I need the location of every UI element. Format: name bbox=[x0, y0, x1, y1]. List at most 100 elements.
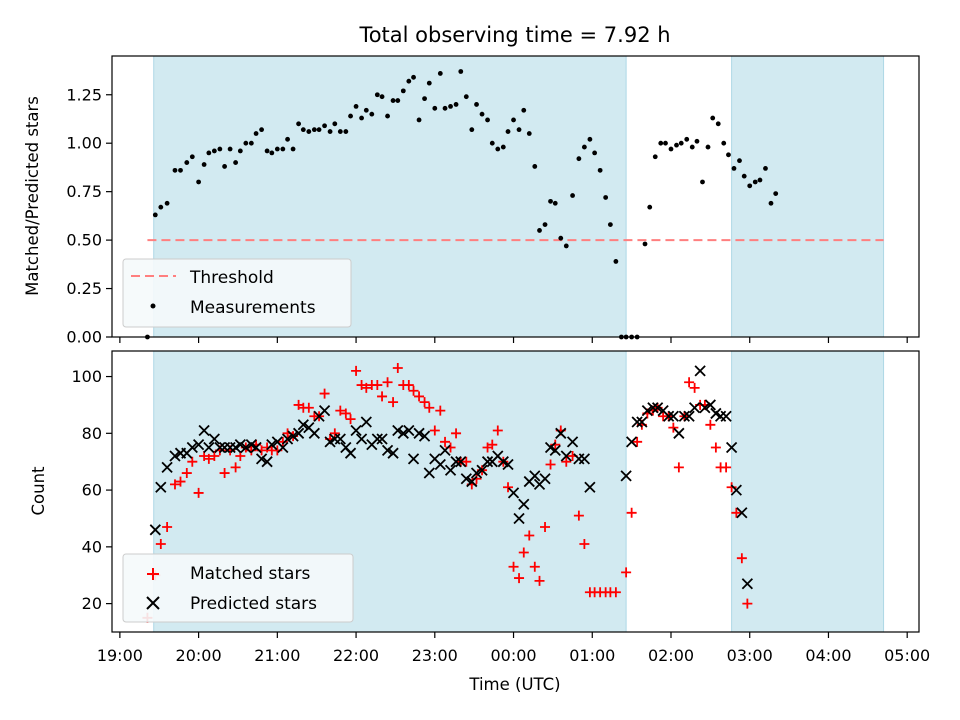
predicted-point bbox=[518, 498, 530, 510]
matched-point bbox=[492, 425, 503, 436]
predicted-point bbox=[584, 481, 596, 493]
measurement-point bbox=[773, 191, 779, 196]
matched-point bbox=[435, 405, 446, 416]
matched-point bbox=[303, 402, 314, 413]
predicted-point bbox=[566, 436, 579, 448]
x-tick-label: 20:00 bbox=[176, 646, 222, 665]
matched-point bbox=[689, 382, 700, 393]
measurement-point bbox=[516, 127, 522, 133]
observing-window bbox=[731, 350, 885, 633]
predicted-point bbox=[704, 399, 716, 411]
predicted-point bbox=[549, 444, 561, 456]
predicted-point bbox=[292, 427, 305, 439]
measurement-point bbox=[359, 115, 364, 121]
measurement-point bbox=[511, 117, 516, 123]
matched-point bbox=[673, 462, 684, 473]
matched-point bbox=[377, 391, 388, 402]
matched-point bbox=[573, 510, 584, 521]
count-legend: Matched stars Predicted stars bbox=[122, 553, 354, 623]
predicted-point bbox=[360, 416, 372, 428]
x-tick-label: 21:00 bbox=[254, 646, 300, 665]
measurement-point bbox=[152, 212, 158, 218]
y-tick-label: 20 bbox=[82, 594, 102, 613]
y-tick-label: 60 bbox=[82, 481, 102, 500]
matched-point bbox=[175, 476, 186, 487]
measurement-point bbox=[489, 140, 495, 146]
matched-point bbox=[534, 575, 545, 586]
measurement-point bbox=[332, 121, 338, 127]
measurement-point bbox=[453, 102, 459, 107]
measurement-point bbox=[563, 243, 569, 249]
measurement-point bbox=[537, 228, 542, 233]
measurement-point bbox=[248, 140, 254, 146]
matched-point bbox=[726, 482, 737, 493]
count-y-axis-label: Count bbox=[29, 466, 48, 516]
ratio-x-axis-ticks bbox=[119, 337, 908, 343]
predicted-point bbox=[376, 433, 388, 445]
measurement-point bbox=[184, 160, 190, 165]
measurement-point bbox=[306, 129, 312, 134]
matched-point bbox=[209, 451, 220, 462]
y-tick-label: 1.25 bbox=[66, 85, 102, 104]
matched-point bbox=[169, 479, 180, 490]
measurement-point bbox=[694, 138, 700, 144]
measurement-point bbox=[768, 200, 774, 206]
y-tick-label: 0.25 bbox=[66, 279, 102, 298]
measurement-point bbox=[385, 113, 390, 119]
y-tick-label: 80 bbox=[82, 424, 102, 443]
measurement-point bbox=[442, 105, 448, 111]
measurement-point bbox=[581, 144, 587, 150]
measurement-point bbox=[353, 103, 359, 109]
measurement-point bbox=[474, 102, 479, 107]
y-tick-label: 0.50 bbox=[66, 231, 102, 250]
predicted-point bbox=[450, 456, 462, 468]
matched-point bbox=[361, 382, 372, 393]
predicted-point bbox=[555, 427, 567, 439]
matched-point bbox=[451, 428, 462, 439]
measurement-point bbox=[479, 111, 485, 117]
matched-point bbox=[731, 507, 742, 518]
predicted-point bbox=[277, 441, 289, 454]
predicted-point bbox=[407, 453, 420, 465]
measurement-point bbox=[469, 127, 475, 133]
measurement-point bbox=[526, 131, 532, 136]
matched-point bbox=[710, 442, 721, 453]
measurement-point bbox=[597, 167, 603, 173]
measurement-point bbox=[406, 78, 412, 84]
predicted-point bbox=[381, 444, 394, 456]
predicted-point bbox=[620, 470, 632, 482]
measurement-point bbox=[274, 146, 280, 152]
predicted-point bbox=[234, 439, 246, 451]
predicted-point bbox=[699, 402, 711, 414]
count-x-axis-ticks: 19:00 20:00 21:00 22:00 23:00 00:00 01:00 02:00… bbox=[97, 632, 930, 665]
matched-point bbox=[372, 380, 383, 391]
predicted-point bbox=[673, 427, 685, 439]
predicted-point bbox=[651, 402, 664, 414]
predicted-point bbox=[444, 464, 457, 476]
measurement-point bbox=[264, 148, 270, 154]
predicted-point bbox=[466, 475, 478, 488]
measurement-point bbox=[678, 140, 684, 146]
x-tick-label: 03:00 bbox=[727, 646, 773, 665]
count-panel-frame bbox=[111, 350, 920, 633]
matched-point bbox=[203, 453, 214, 464]
matched-point bbox=[545, 459, 556, 470]
matched-star-points bbox=[142, 363, 753, 623]
measurement-point bbox=[178, 167, 183, 173]
measurement-point bbox=[164, 200, 170, 206]
predicted-point bbox=[507, 487, 520, 499]
measurement-point bbox=[300, 127, 306, 133]
predicted-point bbox=[434, 458, 446, 471]
measurement-points bbox=[145, 69, 779, 340]
matched-point bbox=[181, 468, 192, 479]
measurement-point bbox=[243, 140, 249, 146]
matched-point bbox=[440, 436, 451, 447]
predicted-point bbox=[688, 402, 701, 414]
predicted-point bbox=[287, 430, 299, 442]
measurement-point bbox=[658, 140, 664, 146]
predicted-point bbox=[667, 410, 679, 422]
matched-point bbox=[345, 414, 356, 425]
measurement-point bbox=[663, 140, 668, 146]
measurement-point bbox=[674, 142, 679, 148]
measurement-point bbox=[374, 92, 380, 98]
